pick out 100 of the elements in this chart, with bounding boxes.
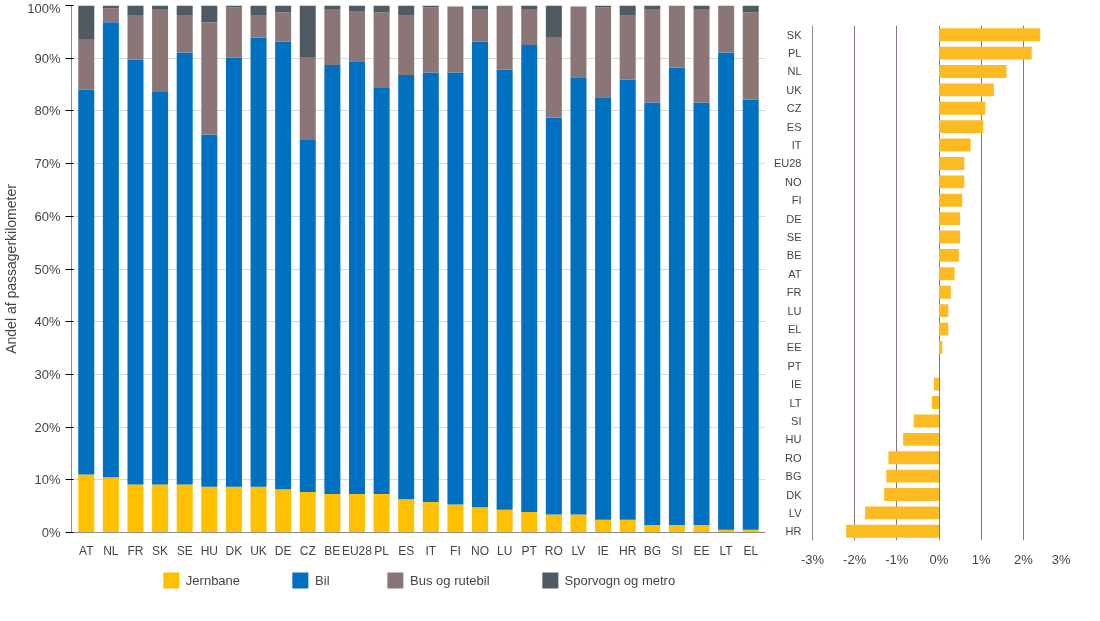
y-tick-label: HU bbox=[785, 433, 802, 446]
x-tick-label: LU bbox=[496, 543, 513, 558]
x-tick-label: RO bbox=[544, 543, 563, 558]
bar bbox=[201, 486, 218, 533]
bar bbox=[78, 5, 95, 40]
y-tick-label: IE bbox=[791, 378, 802, 391]
bar bbox=[250, 14, 267, 38]
y-tick-label: LU bbox=[787, 304, 802, 317]
bar bbox=[939, 138, 971, 152]
y-tick-label: DK bbox=[786, 488, 803, 501]
bar bbox=[886, 469, 939, 483]
bar bbox=[939, 175, 965, 189]
bar bbox=[472, 9, 489, 42]
bar bbox=[472, 5, 489, 10]
y-tick-label: BE bbox=[786, 249, 802, 262]
bar bbox=[939, 193, 963, 207]
bar bbox=[250, 5, 267, 15]
y-tick-label: 40% bbox=[34, 314, 61, 330]
bar bbox=[250, 37, 267, 487]
x-tick-label: CZ bbox=[299, 543, 316, 558]
bar bbox=[127, 14, 144, 60]
y-tick-label: AT bbox=[788, 267, 802, 280]
bar bbox=[668, 525, 685, 533]
bar bbox=[570, 514, 587, 533]
bar bbox=[398, 75, 415, 500]
bar bbox=[225, 486, 242, 533]
bar bbox=[939, 285, 951, 299]
bar bbox=[718, 5, 735, 53]
y-tick-label: LT bbox=[789, 396, 802, 409]
bar bbox=[939, 101, 986, 115]
bar bbox=[299, 491, 316, 533]
x-tick-label: IE bbox=[597, 543, 609, 558]
bar bbox=[570, 77, 587, 515]
bar bbox=[644, 102, 661, 526]
bar bbox=[324, 9, 341, 66]
y-tick-label: LV bbox=[788, 506, 803, 519]
bar bbox=[299, 139, 316, 492]
y-tick-label: EU28 bbox=[773, 157, 802, 170]
bar bbox=[176, 14, 193, 53]
bar bbox=[619, 14, 636, 80]
legend-label: Jernbane bbox=[185, 572, 241, 588]
bar bbox=[250, 486, 267, 533]
bar bbox=[939, 28, 1041, 42]
y-tick-label: 80% bbox=[34, 103, 61, 119]
bar bbox=[693, 525, 710, 533]
y-tick-label: NO bbox=[785, 175, 802, 188]
bar bbox=[152, 484, 169, 533]
bar bbox=[373, 12, 390, 88]
x-tick-label: -1% bbox=[885, 551, 909, 567]
bar bbox=[913, 414, 939, 428]
bar bbox=[939, 340, 943, 354]
y-tick-label: 100% bbox=[27, 0, 61, 16]
y-tick-label: HR bbox=[785, 525, 802, 538]
y-tick-label: 30% bbox=[34, 366, 61, 382]
bar bbox=[324, 494, 341, 533]
bar bbox=[545, 5, 562, 38]
bar bbox=[225, 5, 242, 8]
y-tick-label: 0% bbox=[41, 525, 61, 540]
y-tick-label: PT bbox=[787, 359, 802, 372]
bar bbox=[152, 5, 169, 10]
y-tick-label: 10% bbox=[34, 472, 61, 488]
bar bbox=[742, 12, 759, 100]
bar bbox=[496, 5, 513, 70]
x-tick-label: EL bbox=[743, 543, 759, 558]
bar bbox=[595, 519, 612, 533]
x-tick-label: SI bbox=[671, 543, 683, 558]
y-tick-label: PL bbox=[788, 47, 802, 60]
bar bbox=[275, 12, 292, 42]
bar bbox=[939, 157, 965, 170]
bar bbox=[201, 5, 218, 23]
bar bbox=[595, 5, 612, 8]
y-tick-label: 20% bbox=[34, 419, 61, 435]
bar bbox=[888, 451, 939, 465]
x-tick-label: 0% bbox=[929, 551, 949, 567]
bar bbox=[324, 5, 341, 10]
bar bbox=[521, 9, 538, 46]
x-tick-label: -2% bbox=[843, 551, 867, 567]
bar bbox=[398, 5, 415, 15]
y-tick-label: BG bbox=[785, 470, 802, 483]
x-tick-label: PL bbox=[374, 543, 390, 558]
bar bbox=[668, 5, 685, 68]
bar bbox=[619, 79, 636, 520]
bar bbox=[846, 524, 939, 538]
bar bbox=[447, 72, 464, 505]
bar bbox=[299, 57, 316, 140]
bar bbox=[127, 484, 144, 533]
bar bbox=[348, 61, 365, 495]
bar bbox=[668, 67, 685, 526]
bar bbox=[152, 91, 169, 485]
x-tick-label: SK bbox=[152, 543, 169, 558]
x-tick-label: LT bbox=[719, 543, 734, 558]
bar bbox=[903, 432, 939, 446]
bar bbox=[127, 5, 144, 15]
legend-label: Bil bbox=[315, 572, 331, 588]
y-tick-label: 50% bbox=[34, 261, 61, 277]
bar bbox=[102, 22, 119, 478]
bar bbox=[201, 22, 218, 135]
x-tick-label: BE bbox=[324, 543, 341, 558]
bar bbox=[521, 45, 538, 512]
bar bbox=[348, 494, 365, 533]
